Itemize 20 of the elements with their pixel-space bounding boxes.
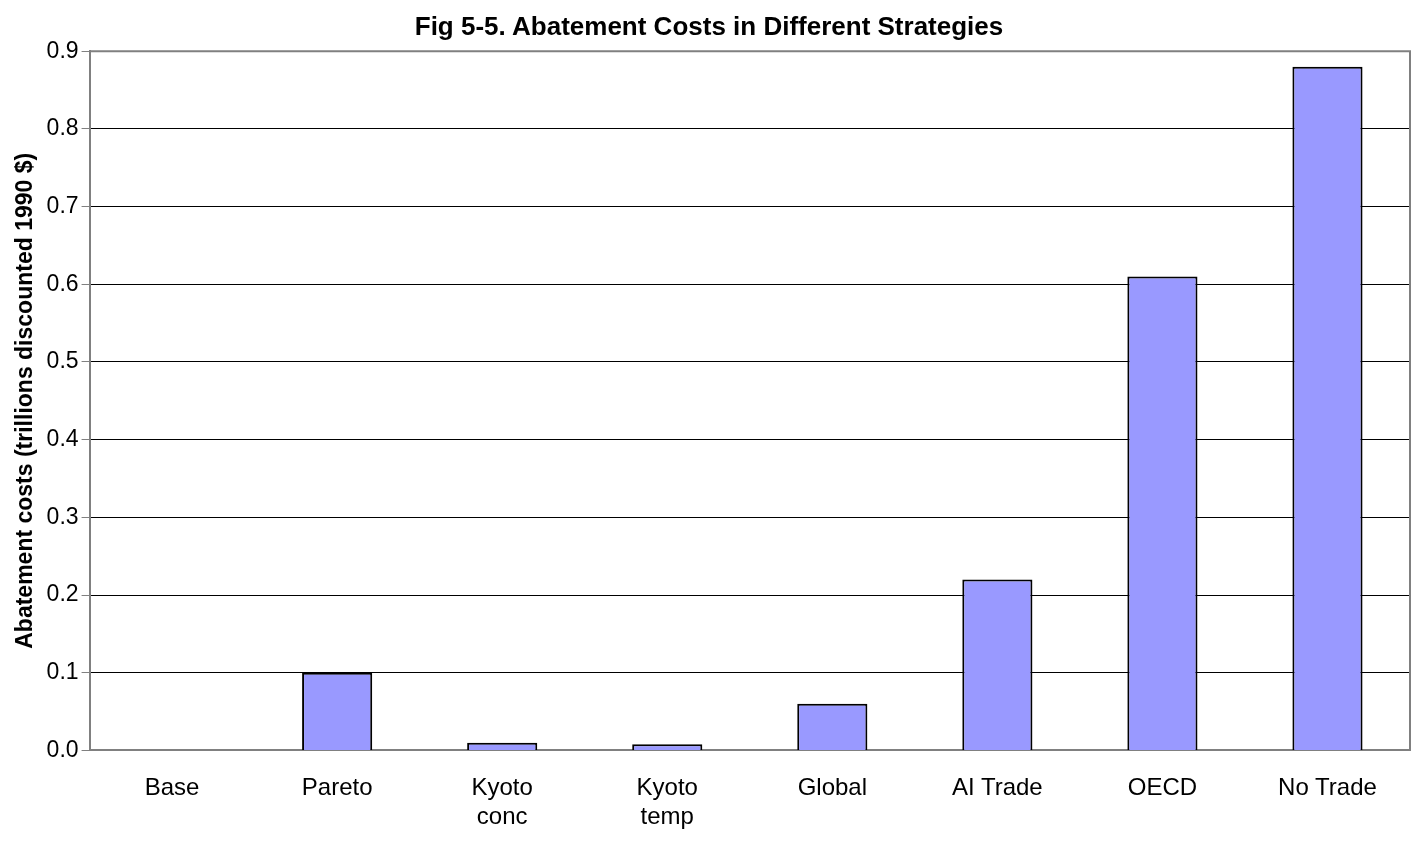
y-tick-label: 0.8: [46, 114, 79, 141]
y-tick-label: 0.0: [46, 735, 79, 762]
y-tick-label: 0.4: [46, 424, 79, 451]
y-axis-title: Abatement costs (trillions discounted 1990 $): [11, 152, 38, 649]
y-tick-label: 0.5: [46, 347, 79, 374]
y-tick-label: 0.9: [46, 36, 79, 63]
y-tick-label: 0.3: [46, 502, 79, 529]
chart-title: Fig 5-5. Abatement Costs in Different Strategies: [414, 10, 1004, 41]
x-tick-label: No Trade: [1278, 773, 1377, 801]
x-tick-label: Base: [144, 773, 200, 801]
y-tick-label: 0.7: [46, 191, 79, 218]
y-tick-label: 0.6: [46, 269, 79, 296]
y-tick-label: 0.2: [46, 580, 79, 607]
x-tick-label: Global: [797, 773, 867, 801]
y-tick-label: 0.1: [46, 658, 79, 685]
x-tick-label: OECD: [1127, 773, 1198, 801]
x-tick-label: Pareto: [301, 773, 373, 801]
x-tick-label: Kyoto temp: [636, 773, 698, 830]
x-tick-label: Kyoto conc: [471, 773, 533, 830]
x-tick-label: AI Trade: [952, 773, 1043, 801]
